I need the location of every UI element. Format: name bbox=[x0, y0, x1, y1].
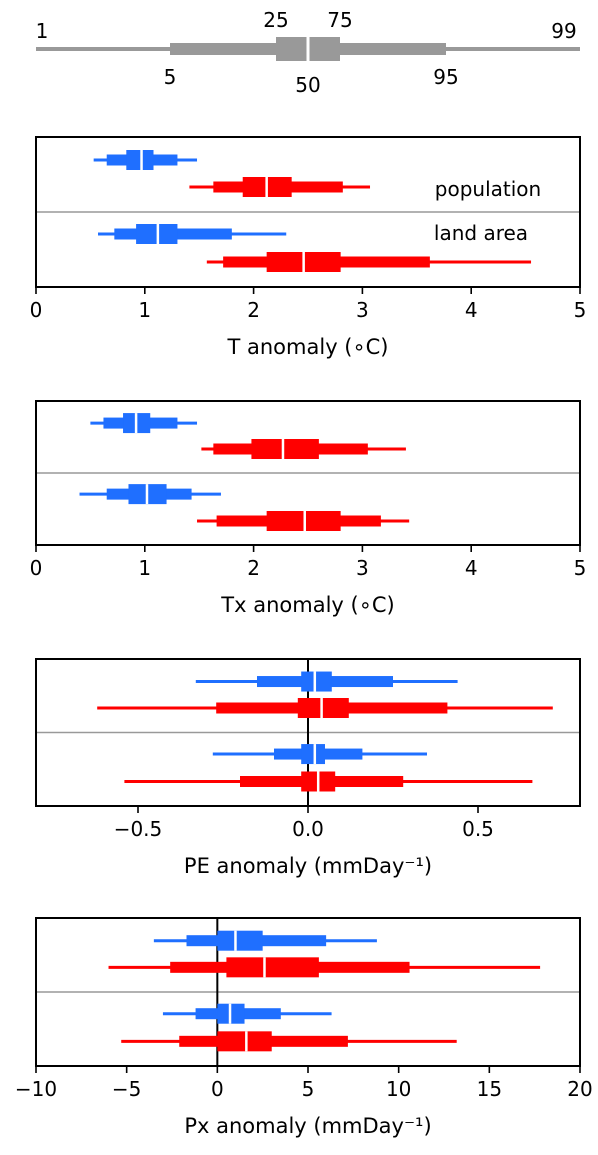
x-tick-label: 0.0 bbox=[292, 817, 324, 841]
box-p25-p75 bbox=[301, 671, 332, 692]
series-population-red bbox=[189, 177, 371, 197]
key-label-p25: 25 bbox=[263, 8, 288, 32]
box-p25-p75 bbox=[217, 1031, 272, 1052]
x-axis-title: T anomaly (∘C) bbox=[227, 335, 389, 359]
box-p25-p75 bbox=[301, 744, 325, 765]
x-tick-label: 0 bbox=[30, 298, 43, 322]
x-tick-label: −5 bbox=[112, 1077, 141, 1101]
key-label-p1: 1 bbox=[36, 19, 49, 43]
legend-label-population: population bbox=[435, 177, 541, 201]
series-population-red bbox=[201, 439, 406, 459]
x-tick-label: 0 bbox=[30, 556, 43, 580]
x-tick-label: 5 bbox=[302, 1077, 315, 1101]
key-label-p95: 95 bbox=[433, 65, 458, 89]
x-tick-label: 1 bbox=[138, 556, 151, 580]
x-tick-label: 5 bbox=[574, 556, 587, 580]
series-land-area-red bbox=[197, 511, 410, 531]
x-tick-label: 2 bbox=[247, 298, 260, 322]
series-land-area-red bbox=[206, 252, 532, 272]
series-land-area-red bbox=[124, 771, 533, 792]
series-land-area-blue bbox=[212, 744, 427, 765]
series-population-red bbox=[97, 698, 553, 718]
x-tick-label: 0 bbox=[211, 1077, 224, 1101]
box-p25-p75 bbox=[251, 439, 319, 459]
series-population-blue bbox=[90, 413, 198, 434]
series-land-area-red bbox=[121, 1031, 457, 1052]
x-tick-label: 10 bbox=[386, 1077, 411, 1101]
key-label-p5: 5 bbox=[164, 65, 177, 89]
box-p25-p75 bbox=[217, 930, 263, 951]
chart-panel-3: −0.5 0.0 0.5 PE anomaly (mmDay⁻¹) bbox=[35, 658, 581, 878]
plot-frame bbox=[35, 400, 581, 546]
legend-label-land-area: land area bbox=[434, 221, 528, 245]
x-tick-label: 5 bbox=[574, 298, 587, 322]
series-population-red bbox=[108, 957, 541, 978]
x-tick-label: 1 bbox=[138, 298, 151, 322]
chart-panel-4: −10 −5 0 5 10 15 20 Px anomaly (mmDay⁻¹) bbox=[15, 917, 593, 1138]
x-axis-title: Tx anomaly (∘C) bbox=[220, 593, 394, 617]
box-p25-p75 bbox=[126, 150, 154, 170]
series-land-area-blue bbox=[98, 224, 287, 244]
series-population-blue bbox=[93, 150, 198, 170]
chart-panel-1: 0 1 2 3 4 5 T anomaly (∘C) population land area bbox=[30, 136, 587, 359]
x-tick-label: −0.5 bbox=[114, 817, 163, 841]
percentile-key: 1 5 25 50 75 95 99 bbox=[36, 8, 580, 97]
key-label-p75: 75 bbox=[327, 8, 352, 32]
box-p25-p75 bbox=[226, 957, 319, 978]
x-tick-label: 3 bbox=[356, 298, 369, 322]
x-tick-label: 15 bbox=[477, 1077, 502, 1101]
x-tick-label: 2 bbox=[247, 556, 260, 580]
series-population-blue bbox=[195, 671, 458, 692]
series-population-blue bbox=[153, 930, 377, 951]
series-land-area-blue bbox=[79, 484, 221, 505]
x-tick-label: 3 bbox=[356, 556, 369, 580]
chart-panel-2: 0 1 2 3 4 5 Tx anomaly (∘C) bbox=[30, 400, 587, 617]
x-tick-label: −10 bbox=[15, 1077, 57, 1101]
box-p25-p75 bbox=[297, 698, 349, 718]
plot-frame bbox=[35, 136, 581, 288]
key-label-p50: 50 bbox=[295, 73, 320, 97]
x-tick-label: 20 bbox=[567, 1077, 592, 1101]
x-tick-label: 0.5 bbox=[462, 817, 494, 841]
x-axis-title: Px anomaly (mmDay⁻¹) bbox=[184, 1114, 431, 1138]
x-tick-label: 4 bbox=[465, 298, 478, 322]
key-label-p99: 99 bbox=[551, 19, 576, 43]
series-land-area-blue bbox=[162, 1003, 332, 1024]
x-axis-title: PE anomaly (mmDay⁻¹) bbox=[184, 854, 432, 878]
x-tick-label: 4 bbox=[465, 556, 478, 580]
